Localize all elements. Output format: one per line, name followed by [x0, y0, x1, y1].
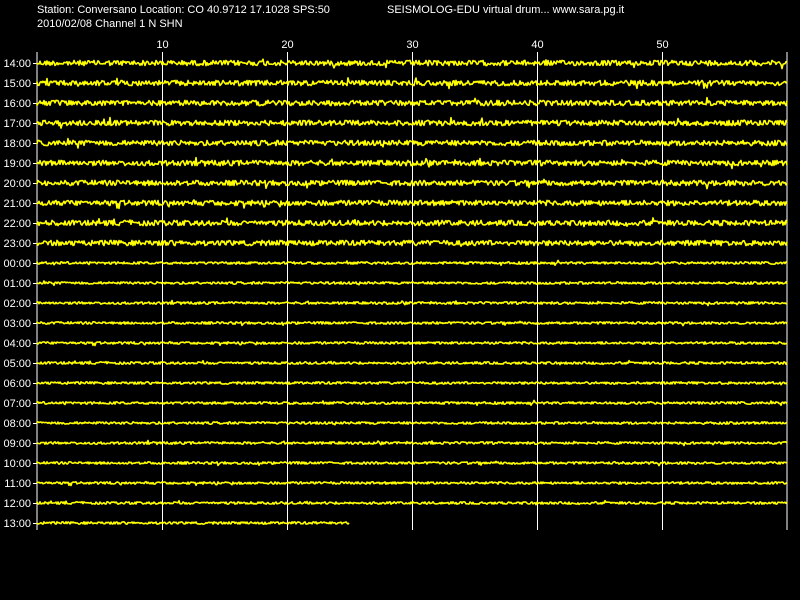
x-tick-label: 30 [406, 39, 418, 51]
y-tick-label: 02:00 [3, 298, 31, 310]
y-tick-label: 05:00 [3, 358, 31, 370]
trace-0200 [36, 299, 788, 307]
y-tick-label: 01:00 [3, 278, 31, 290]
trace-0000 [36, 259, 788, 267]
y-tick-label: 00:00 [3, 258, 31, 270]
app-title: SEISMOLOG-EDU virtual drum... www.sara.p… [387, 4, 625, 16]
x-tick-label: 40 [531, 39, 543, 51]
trace-1200 [36, 499, 788, 506]
x-tick-label: 10 [156, 39, 168, 51]
trace-1000 [36, 460, 788, 467]
trace-1500 [36, 77, 788, 90]
trace-2100 [36, 199, 788, 210]
trace-0700 [36, 399, 788, 407]
y-tick-label: 15:00 [3, 78, 31, 90]
trace-0800 [36, 421, 788, 426]
trace-0600 [36, 381, 788, 386]
y-tick-label: 11:00 [4, 478, 31, 490]
trace-0400 [36, 340, 788, 347]
trace-1100 [36, 480, 788, 487]
y-tick-label: 06:00 [3, 378, 31, 390]
y-tick-label: 16:00 [3, 98, 31, 110]
x-tick-label: 20 [281, 39, 293, 51]
trace-2300 [36, 239, 788, 247]
y-tick-label: 03:00 [3, 318, 31, 330]
y-tick-label: 21:00 [3, 198, 31, 210]
trace-2200 [36, 217, 788, 228]
trace-1700 [36, 116, 788, 129]
y-tick-label: 18:00 [3, 138, 31, 150]
trace-1300 [36, 521, 350, 525]
trace-0900 [36, 439, 788, 447]
y-tick-label: 17:00 [3, 118, 31, 130]
y-tick-label: 19:00 [3, 158, 31, 170]
trace-1800 [36, 137, 788, 149]
y-tick-label: 08:00 [3, 418, 31, 430]
trace-1400 [36, 58, 788, 70]
y-tick-label: 14:00 [3, 58, 31, 70]
y-tick-label: 20:00 [3, 178, 31, 190]
y-tick-label: 10:00 [3, 458, 31, 470]
trace-1900 [36, 156, 788, 170]
y-tick-label: 04:00 [3, 338, 31, 350]
y-tick-label: 12:00 [3, 498, 31, 510]
date-channel-info: 2010/02/08 Channel 1 N SHN [37, 18, 183, 30]
trace-1600 [36, 96, 788, 107]
trace-0300 [36, 320, 788, 327]
trace-0500 [36, 359, 788, 366]
y-tick-label: 09:00 [3, 438, 31, 450]
y-tick-label: 23:00 [3, 238, 31, 250]
y-tick-label: 13:00 [3, 518, 31, 530]
trace-2000 [36, 178, 788, 190]
station-info: Station: Conversano Location: CO 40.9712… [37, 4, 330, 16]
y-tick-label: 22:00 [3, 218, 31, 230]
x-tick-label: 50 [656, 39, 668, 51]
y-tick-label: 07:00 [3, 398, 31, 410]
trace-0100 [36, 280, 788, 287]
